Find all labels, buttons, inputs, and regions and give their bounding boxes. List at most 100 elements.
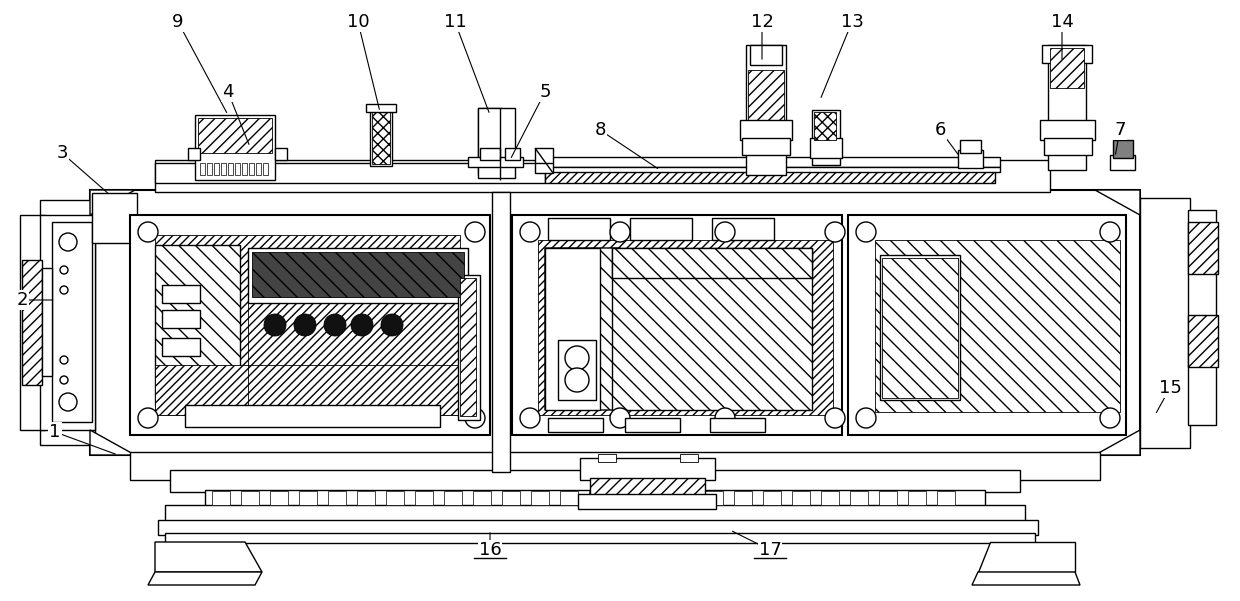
Bar <box>548 418 603 432</box>
Polygon shape <box>477 108 515 178</box>
Bar <box>1050 48 1084 88</box>
Bar <box>502 491 520 505</box>
Bar <box>472 491 491 505</box>
Bar <box>386 491 404 505</box>
Text: 6: 6 <box>934 121 946 139</box>
Polygon shape <box>91 190 135 215</box>
Bar <box>546 163 994 183</box>
Bar <box>200 163 205 175</box>
Bar <box>22 260 42 385</box>
Bar <box>539 157 999 167</box>
Bar <box>748 70 784 120</box>
Bar <box>1188 210 1216 425</box>
Bar <box>937 491 955 505</box>
Bar <box>275 148 286 160</box>
Bar <box>188 148 200 160</box>
Bar <box>589 491 608 505</box>
Circle shape <box>565 346 589 370</box>
Bar <box>706 491 723 505</box>
Bar <box>92 193 136 243</box>
Bar <box>734 491 751 505</box>
Bar <box>959 150 983 168</box>
Circle shape <box>565 368 589 392</box>
Bar <box>248 248 467 303</box>
Bar <box>157 520 1038 535</box>
Bar <box>212 491 229 505</box>
Bar <box>625 418 680 432</box>
Bar <box>263 163 268 175</box>
Bar <box>198 118 272 153</box>
Bar <box>558 340 596 400</box>
Circle shape <box>351 314 373 336</box>
Polygon shape <box>1095 190 1140 215</box>
Bar <box>810 138 842 158</box>
Bar <box>746 45 786 175</box>
Bar <box>130 215 490 435</box>
Circle shape <box>715 222 735 242</box>
Text: 5: 5 <box>539 83 551 101</box>
Text: 11: 11 <box>444 13 466 31</box>
Circle shape <box>60 376 68 384</box>
Polygon shape <box>546 248 600 410</box>
Circle shape <box>294 314 316 336</box>
Circle shape <box>520 222 539 242</box>
Bar <box>598 454 616 462</box>
Bar <box>560 491 578 505</box>
Bar <box>42 268 52 376</box>
Bar <box>580 458 715 480</box>
Circle shape <box>60 266 68 274</box>
Bar <box>548 218 610 240</box>
Bar <box>170 470 1021 492</box>
Text: 3: 3 <box>56 144 68 162</box>
Circle shape <box>324 314 346 336</box>
Bar <box>875 240 1120 412</box>
Bar <box>370 108 392 166</box>
Bar <box>1044 138 1092 155</box>
Bar <box>40 200 95 445</box>
Bar <box>613 248 812 278</box>
Circle shape <box>610 222 630 242</box>
Bar <box>162 310 200 328</box>
Bar <box>848 215 1126 435</box>
Bar <box>155 235 460 415</box>
Bar <box>539 167 999 172</box>
Bar <box>647 491 665 505</box>
Bar <box>162 285 200 303</box>
Bar <box>750 45 782 65</box>
Bar <box>215 163 219 175</box>
Text: 4: 4 <box>222 83 234 101</box>
Bar <box>255 163 260 175</box>
Bar <box>813 112 836 140</box>
Bar <box>444 491 463 505</box>
Bar <box>849 491 868 505</box>
Bar <box>458 275 480 420</box>
Circle shape <box>60 233 77 251</box>
Circle shape <box>856 408 875 428</box>
Circle shape <box>264 314 286 336</box>
Bar <box>908 491 926 505</box>
Bar <box>531 491 549 505</box>
Circle shape <box>138 408 157 428</box>
Polygon shape <box>1095 430 1140 455</box>
Bar <box>40 215 95 430</box>
Bar <box>534 148 553 173</box>
Circle shape <box>381 314 403 336</box>
Circle shape <box>138 222 157 242</box>
Text: 17: 17 <box>759 541 781 559</box>
Text: 8: 8 <box>594 121 605 139</box>
Bar <box>763 491 781 505</box>
Text: 10: 10 <box>347 13 370 31</box>
Bar <box>299 491 317 505</box>
Circle shape <box>856 222 875 242</box>
Circle shape <box>60 356 68 364</box>
Polygon shape <box>978 542 1075 572</box>
Bar <box>467 157 523 167</box>
Text: 9: 9 <box>172 13 184 31</box>
Polygon shape <box>477 108 502 175</box>
Bar <box>792 491 810 505</box>
Bar <box>480 148 500 160</box>
Bar <box>812 110 839 165</box>
Bar <box>538 240 833 415</box>
Bar <box>155 163 546 183</box>
Bar <box>329 491 346 505</box>
